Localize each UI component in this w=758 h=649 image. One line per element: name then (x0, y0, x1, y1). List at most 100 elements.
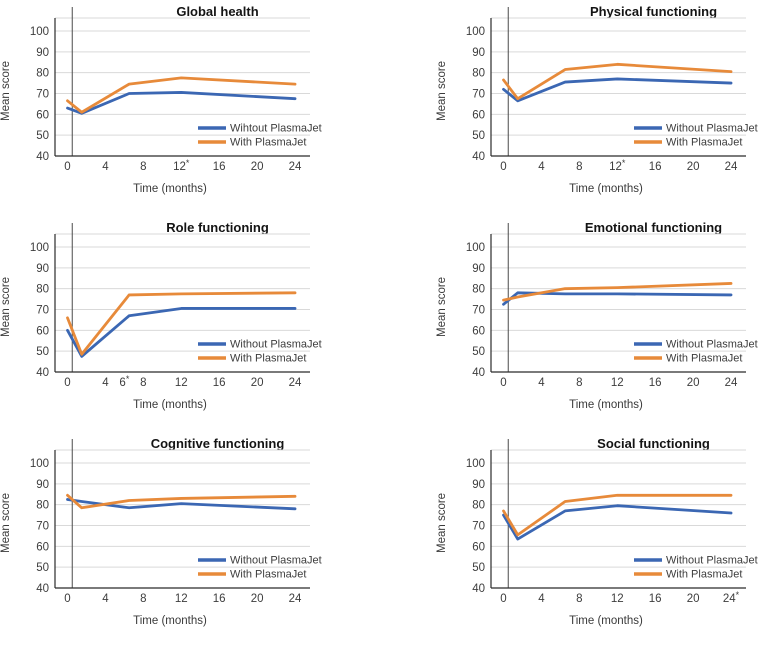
svg-text:50: 50 (472, 562, 485, 574)
legend-label-without-plasmajet: Without PlasmaJet (666, 123, 758, 135)
legend-label-with-plasmajet: With PlasmaJet (666, 353, 742, 365)
svg-text:100: 100 (30, 458, 49, 470)
svg-text:80: 80 (36, 500, 49, 512)
y-tick-labels: 40 50 60 70 80 90 100 (30, 458, 49, 595)
svg-text:20: 20 (687, 377, 700, 389)
legend: Wihtout PlasmaJet With PlasmaJet (198, 123, 322, 149)
svg-text:16: 16 (213, 377, 226, 389)
svg-text:50: 50 (472, 130, 485, 142)
svg-text:0: 0 (500, 593, 506, 605)
svg-text:8: 8 (576, 377, 582, 389)
legend-label-without-plasmajet: Without PlasmaJet (666, 555, 758, 567)
series-line-with-plasmajet (66, 493, 297, 510)
plot-area: 40 50 60 70 80 90 100 0 4 8 12 16 20 24* Without Plasm… (466, 439, 758, 605)
svg-text:24: 24 (289, 161, 302, 173)
series-line-without-plasmajet (66, 498, 297, 511)
svg-text:12: 12 (611, 377, 624, 389)
chart-emotional-functioning: Emotional functioning Mean score 40 50 60 7… (379, 216, 758, 432)
svg-text:16: 16 (213, 593, 226, 605)
svg-text:80: 80 (472, 68, 485, 80)
legend: Without PlasmaJet With PlasmaJet (198, 339, 322, 365)
series-line-without-plasmajet (66, 307, 297, 358)
svg-text:60: 60 (472, 109, 485, 121)
svg-text:0: 0 (500, 377, 506, 389)
series-line-with-plasmajet (502, 493, 733, 537)
svg-text:0: 0 (64, 377, 70, 389)
svg-text:90: 90 (36, 47, 49, 59)
svg-text:24: 24 (725, 377, 738, 389)
plot-area: 40 50 60 70 80 90 100 0 4 8 12 16 20 24 Without Plasma… (466, 223, 758, 389)
legend-label-without-plasmajet: Without PlasmaJet (230, 555, 322, 567)
x-axis-title: Time (months) (569, 615, 643, 627)
svg-text:8: 8 (140, 593, 146, 605)
x-tick-labels: 0 4 6* 8 12 16 20 24 (64, 374, 302, 389)
svg-text:70: 70 (472, 521, 485, 533)
chart-physical-functioning: Physical functioning Mean score 40 50 60 70… (379, 0, 758, 216)
svg-text:20: 20 (251, 593, 264, 605)
series-line-with-plasmajet (66, 291, 297, 356)
svg-text:24*: 24* (723, 590, 740, 605)
x-axis-title: Time (months) (133, 183, 207, 195)
svg-text:90: 90 (472, 479, 485, 491)
gridlines (491, 17, 746, 136)
svg-text:4: 4 (102, 593, 109, 605)
svg-text:90: 90 (472, 263, 485, 275)
x-axis-title: Time (months) (133, 615, 207, 627)
y-tick-labels: 40 50 60 70 80 90 100 (466, 26, 485, 163)
legend-label-without-plasmajet: Without PlasmaJet (230, 339, 322, 351)
chart-cognitive-functioning: Cognitive functioning Mean score 40 50 60 7… (0, 432, 379, 649)
svg-text:8: 8 (140, 377, 146, 389)
chart-title: Cognitive functioning (150, 436, 285, 451)
svg-text:16: 16 (649, 161, 662, 173)
svg-text:50: 50 (36, 130, 49, 142)
svg-text:100: 100 (30, 242, 49, 254)
x-tick-labels: 0 4 8 12* 16 20 24 (64, 158, 302, 173)
legend-label-with-plasmajet: With PlasmaJet (230, 137, 306, 149)
series-line-with-plasmajet (66, 76, 297, 114)
chart-title: Social functioning (597, 436, 710, 451)
svg-text:12: 12 (175, 377, 188, 389)
x-tick-labels: 0 4 8 12* 16 20 24 (500, 158, 738, 173)
x-tick-labels: 0 4 8 12 16 20 24* (500, 590, 739, 605)
svg-text:100: 100 (466, 242, 485, 254)
svg-text:16: 16 (649, 593, 662, 605)
svg-text:90: 90 (36, 479, 49, 491)
svg-text:0: 0 (64, 593, 70, 605)
svg-text:6*: 6* (119, 374, 129, 389)
svg-text:8: 8 (576, 593, 582, 605)
svg-text:20: 20 (687, 593, 700, 605)
plot-area: 40 50 60 70 80 90 100 0 4 6* 8 12 16 20 24 Without Plas… (30, 223, 322, 389)
svg-text:80: 80 (472, 500, 485, 512)
svg-text:40: 40 (472, 367, 485, 379)
chart-global-health: Global health Mean score 40 50 60 70 80 90 100… (0, 0, 379, 216)
series-line-with-plasmajet (502, 62, 733, 101)
svg-text:40: 40 (36, 367, 49, 379)
y-tick-labels: 40 50 60 70 80 90 100 (466, 458, 485, 595)
legend-label-with-plasmajet: With PlasmaJet (666, 569, 742, 581)
svg-text:4: 4 (538, 377, 545, 389)
svg-text:12*: 12* (173, 158, 190, 173)
svg-text:20: 20 (251, 161, 264, 173)
svg-text:60: 60 (472, 541, 485, 553)
svg-text:12: 12 (175, 593, 188, 605)
svg-text:80: 80 (36, 68, 49, 80)
legend: Without PlasmaJet With PlasmaJet (634, 123, 758, 149)
svg-text:60: 60 (36, 541, 49, 553)
y-tick-labels: 40 50 60 70 80 90 100 (30, 242, 49, 379)
svg-text:16: 16 (213, 161, 226, 173)
chart-social-functioning: Social functioning Mean score 40 50 60 70 80… (379, 432, 758, 649)
svg-text:20: 20 (251, 377, 264, 389)
svg-text:16: 16 (649, 377, 662, 389)
y-tick-labels: 40 50 60 70 80 90 100 (30, 26, 49, 163)
chart-title: Role functioning (166, 220, 269, 235)
chart-title: Emotional functioning (584, 220, 723, 235)
svg-text:40: 40 (36, 583, 49, 595)
svg-text:0: 0 (500, 161, 506, 173)
svg-text:80: 80 (472, 284, 485, 296)
svg-text:4: 4 (102, 377, 109, 389)
x-axis-title: Time (months) (569, 399, 643, 411)
svg-text:70: 70 (472, 305, 485, 317)
svg-text:60: 60 (36, 109, 49, 121)
svg-text:24: 24 (289, 377, 302, 389)
